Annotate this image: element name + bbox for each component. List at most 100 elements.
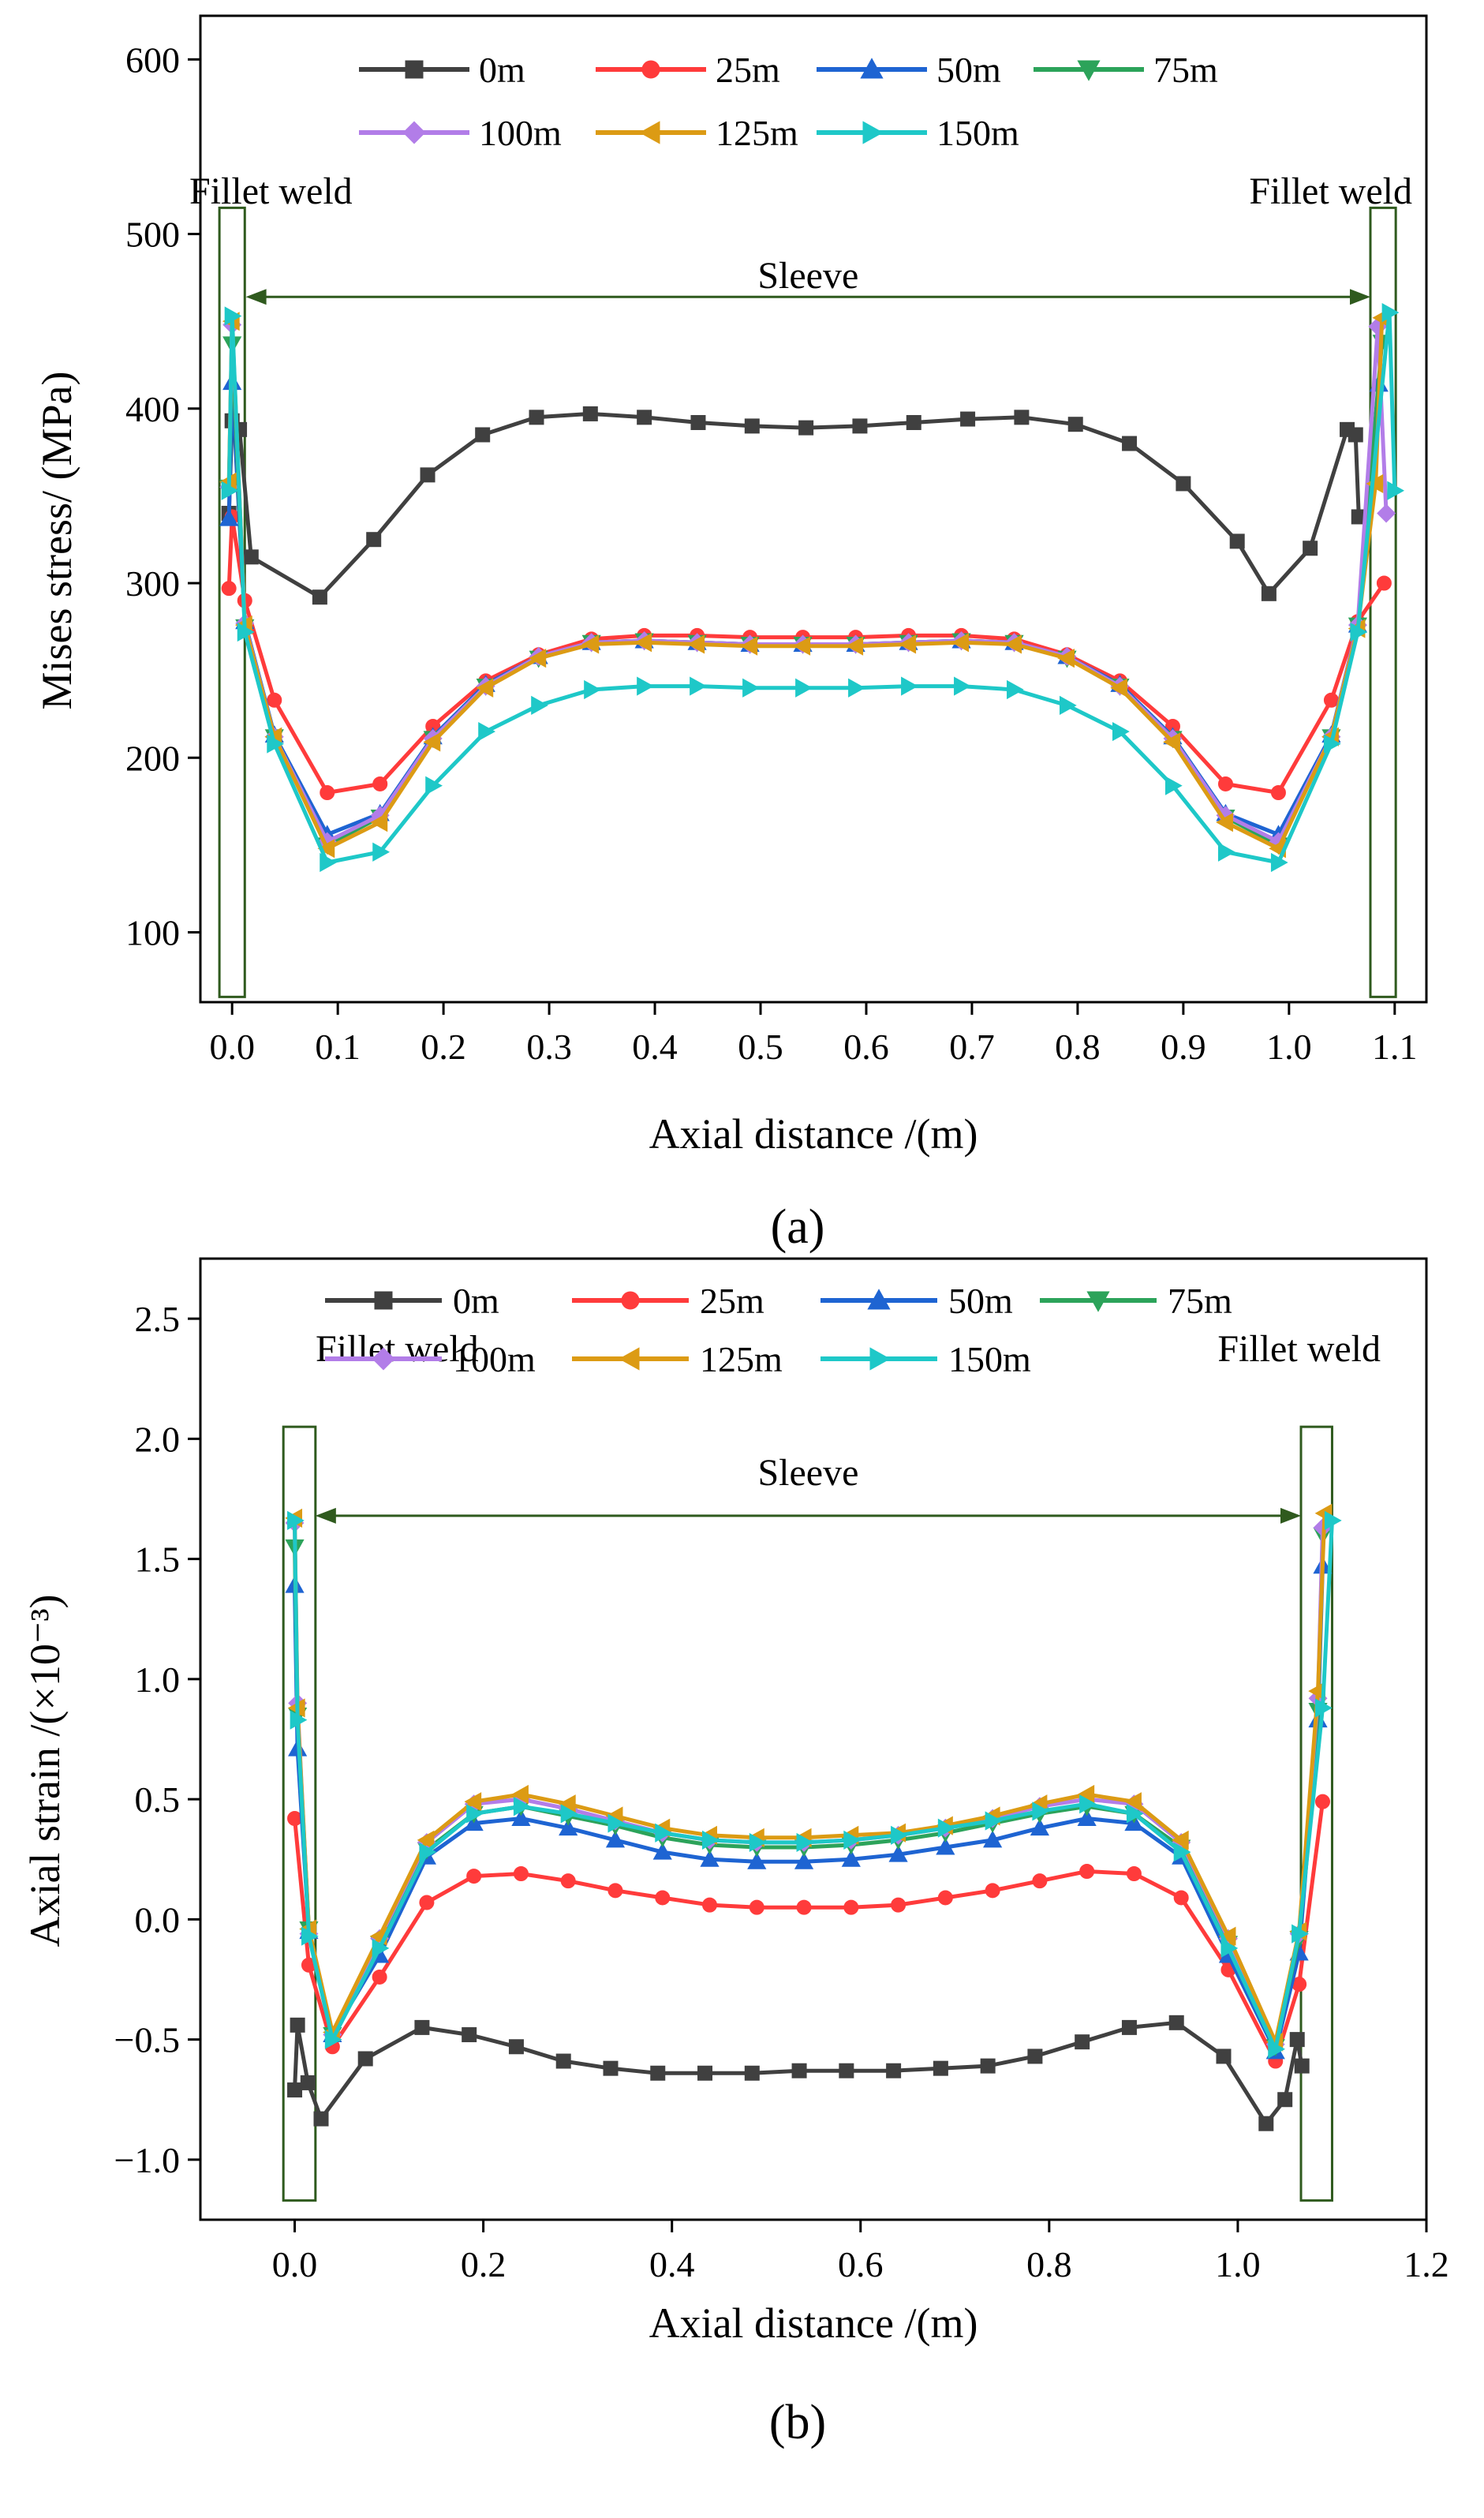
y-tick-label: 200	[125, 738, 180, 778]
x-axis-label: Axial distance /(m)	[649, 2299, 978, 2347]
data-point	[417, 1830, 435, 1850]
legend-item-100m: 100m	[359, 113, 562, 153]
y-tick-label: 300	[125, 563, 180, 604]
legend-item-125m: 125m	[596, 113, 798, 153]
data-point	[290, 2017, 305, 2033]
x-tick-label: 0.8	[1026, 2244, 1072, 2284]
legend-swatch-marker	[1077, 60, 1101, 81]
legend-label: 125m	[700, 1339, 783, 1379]
series-75m	[219, 335, 1392, 855]
data-point	[1218, 1926, 1236, 1946]
chart-panel-b: 0.0 0.2 0.4 0.6 0.8 1.0 1.2 −1.0 −0.5 0.0 0.5 1.0 1.…	[21, 1257, 1449, 2347]
legend-swatch-marker	[374, 1291, 393, 1310]
data-point	[529, 410, 544, 425]
data-point	[901, 676, 918, 696]
x-axis: 0.0 0.1 0.2 0.3 0.4 0.5 0.6 0.7 0.8 0.9 1.0 1.1	[209, 1002, 1418, 1067]
legend-swatch-marker	[402, 121, 426, 144]
right-fillet-weld-label: Fillet weld	[1249, 170, 1412, 212]
data-point	[267, 734, 285, 754]
x-axis-label: Axial distance /(m)	[649, 1110, 978, 1158]
data-point	[933, 2060, 948, 2076]
data-point	[1032, 1802, 1050, 1821]
data-point	[697, 2065, 713, 2081]
y-axis: 100 200 300 400 500 600	[125, 39, 200, 953]
data-point	[634, 633, 652, 653]
legend-swatch-marker	[372, 1347, 395, 1371]
panel-label: (b)	[769, 2396, 826, 2449]
data-point	[357, 2051, 373, 2067]
data-point	[1216, 813, 1233, 832]
data-point	[1171, 1830, 1189, 1850]
data-point	[841, 1849, 861, 1867]
series-line	[226, 342, 1385, 847]
data-point	[221, 581, 237, 597]
series-line	[226, 317, 1385, 851]
right-fillet-weld-box	[1299, 1425, 1333, 2202]
legend-swatch-marker	[641, 60, 660, 79]
data-point	[1376, 575, 1392, 591]
x-tick-label: 0.0	[209, 1027, 255, 1067]
data-point	[508, 2039, 524, 2055]
data-point	[324, 2030, 342, 2049]
data-point	[1004, 634, 1022, 654]
y-tick-label: 100	[125, 913, 180, 953]
data-point	[744, 418, 760, 434]
y-axis-label: Axial strain /(×10⁻³)	[21, 1594, 69, 1947]
sleeve-arrow-head-right	[1349, 289, 1370, 305]
data-point	[320, 852, 338, 873]
series-line	[226, 411, 1361, 600]
data-point	[1126, 1866, 1142, 1882]
x-tick-label: 0.4	[649, 2244, 695, 2284]
data-point	[317, 839, 335, 859]
data-point	[1323, 692, 1339, 708]
data-point	[582, 406, 598, 421]
data-point	[1381, 303, 1400, 323]
data-point	[290, 1710, 308, 1730]
data-point	[466, 1804, 484, 1824]
data-point	[313, 2111, 329, 2127]
data-point	[1220, 1938, 1239, 1959]
y-tick-label: 0.0	[135, 1899, 181, 1940]
data-point	[475, 427, 491, 443]
data-point	[742, 678, 760, 698]
data-point	[1030, 1818, 1049, 1836]
legend-label: 150m	[948, 1339, 1031, 1379]
data-point	[843, 1830, 862, 1850]
data-point	[1060, 695, 1077, 715]
legend-item-125m: 125m	[572, 1339, 783, 1379]
data-point	[1217, 842, 1235, 862]
data-point	[221, 481, 239, 500]
data-point	[466, 1869, 482, 1884]
data-point	[954, 676, 971, 696]
legend-item-25m: 25m	[572, 1281, 764, 1321]
series-0m	[287, 2015, 1310, 2131]
data-point	[1173, 1890, 1189, 1906]
legend-item-0m: 0m	[325, 1281, 499, 1321]
legend-label: 0m	[479, 50, 525, 90]
legend-label: 100m	[453, 1339, 536, 1379]
data-point	[749, 1832, 767, 1853]
data-point	[1323, 734, 1341, 754]
series-25m	[221, 509, 1392, 801]
data-point	[793, 636, 811, 656]
legend-swatch-marker	[867, 1289, 891, 1310]
data-point	[740, 636, 758, 656]
series-line	[293, 1522, 1325, 2047]
y-tick-label: 2.5	[135, 1299, 181, 1339]
data-point	[320, 785, 335, 801]
data-point	[899, 634, 917, 654]
data-point	[655, 1890, 671, 1906]
y-tick-label: 500	[125, 215, 180, 255]
data-point	[1057, 649, 1075, 668]
data-point	[637, 410, 652, 425]
data-point	[891, 1897, 906, 1913]
legend-label: 25m	[700, 1281, 764, 1321]
data-point	[476, 678, 494, 698]
data-point	[985, 1811, 1003, 1831]
data-point	[796, 1899, 812, 1915]
x-tick-label: 0.8	[1055, 1027, 1101, 1067]
data-point	[1348, 427, 1363, 443]
series-0m	[221, 406, 1366, 605]
data-point	[1315, 1698, 1333, 1718]
